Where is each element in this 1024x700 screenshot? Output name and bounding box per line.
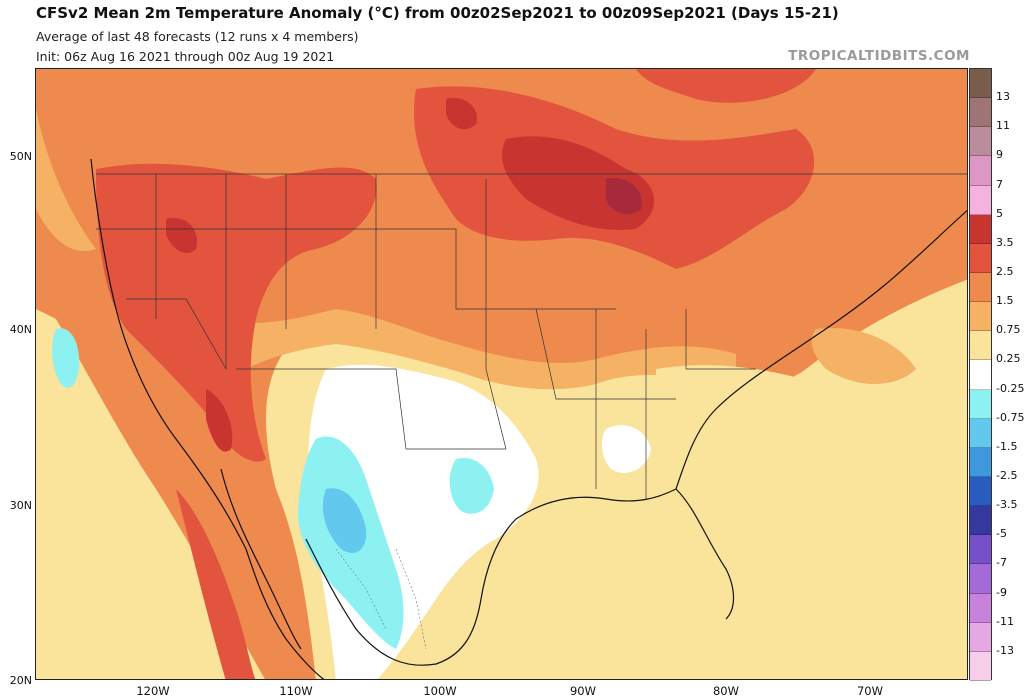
anomaly-zone-5-core [606, 178, 642, 215]
state-border-lines [96, 173, 967, 499]
colorbar-segment [970, 622, 991, 652]
colorbar-segment [970, 418, 991, 448]
colorbar-label: -2.5 [996, 469, 1018, 482]
colorbar-label: 5 [996, 206, 1003, 220]
colorbar-label: 11 [996, 119, 1010, 133]
colorbar-label: -0.75 [996, 410, 1024, 424]
colorbar-segment [970, 185, 991, 215]
colorbar-segment [970, 98, 991, 128]
colorbar-segment [970, 127, 991, 157]
lon-label-120w: 120W [136, 684, 170, 698]
coastline-lines [90, 158, 967, 679]
colorbar-label: 3.5 [996, 235, 1014, 249]
colorbar-segment [970, 564, 991, 594]
colorbar-segment [970, 651, 991, 681]
lon-label-90w: 90W [569, 684, 596, 698]
anomaly-zone-2p5-west [96, 163, 377, 462]
brand-watermark: TROPICALTIDBITS.COM [788, 48, 970, 64]
colorbar-label: -1.5 [996, 439, 1018, 453]
colorbar-segment [970, 593, 991, 623]
lon-label-110w: 110W [279, 684, 313, 698]
colorbar-segment [970, 302, 991, 332]
colorbar [969, 68, 992, 681]
colorbar-segment [970, 389, 991, 419]
colorbar-label: 2.5 [996, 265, 1014, 278]
lat-label-30n: 30N [9, 499, 32, 512]
temperature-anomaly-map [35, 68, 968, 680]
colorbar-segment [970, 69, 991, 99]
lon-label-80w: 80W [712, 684, 739, 698]
colorbar-label: -0.25 [996, 381, 1024, 395]
anomaly-zone-cool-core [322, 488, 367, 553]
colorbar-segment [970, 331, 991, 361]
colorbar-label: -13 [996, 643, 1014, 657]
colorbar-segment [970, 156, 991, 186]
lat-label-20n: 20N [9, 674, 32, 687]
colorbar-label: -7 [996, 556, 1007, 570]
colorbar-label: 9 [996, 148, 1003, 162]
colorbar-segment [970, 243, 991, 273]
colorbar-label: -3.5 [996, 498, 1018, 512]
colorbar-segment [970, 476, 991, 507]
lon-label-100w: 100W [423, 684, 457, 698]
lon-label-70w: 70W [856, 684, 883, 698]
colorbar-label: -11 [996, 614, 1014, 628]
colorbar-segment [970, 447, 991, 477]
colorbar-label: 0.25 [996, 352, 1021, 366]
init-time: Init: 06z Aug 16 2021 through 00z Aug 19… [36, 49, 335, 64]
map-title: CFSv2 Mean 2m Temperature Anomaly (°C) f… [36, 4, 839, 22]
colorbar-segment [970, 535, 991, 565]
colorbar-label: 7 [996, 177, 1003, 191]
map-subtitle: Average of last 48 forecasts (12 runs x … [36, 29, 359, 44]
colorbar-segment [970, 214, 991, 244]
lat-label-40n: 40N [9, 323, 32, 336]
colorbar-segment [970, 272, 991, 303]
mexico-state-lines [335, 548, 427, 650]
colorbar-label: -5 [996, 527, 1007, 541]
colorbar-segment [970, 506, 991, 536]
colorbar-segment [970, 360, 991, 390]
colorbar-label: 13 [996, 90, 1010, 104]
colorbar-label: 0.75 [996, 323, 1021, 337]
colorbar-label: -9 [996, 585, 1007, 599]
lat-label-50n: 50N [9, 150, 32, 163]
colorbar-label: 1.5 [996, 294, 1014, 308]
